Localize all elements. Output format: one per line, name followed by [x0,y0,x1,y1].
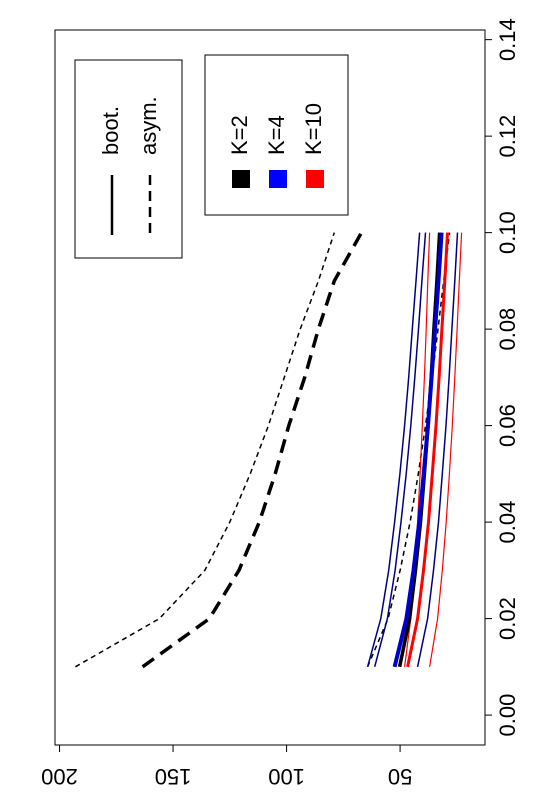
x-tick-label: 0.02 [495,597,520,640]
series-line [366,232,421,667]
legend-label: boot. [98,106,123,155]
legend-label: K=2 [227,115,252,155]
y-tick-label: 100 [268,764,305,789]
legend-box [74,59,183,259]
legend-label: K=10 [301,103,326,155]
y-tick-label: 50 [388,764,412,789]
legend-label: asym. [136,96,161,155]
legend-swatch [306,170,324,188]
y-tick-label: 150 [155,764,192,789]
plot-frame [54,29,486,746]
legend-swatch [232,170,250,188]
legend-swatch [269,170,287,188]
y-tick-label: 200 [41,764,78,789]
x-tick-label: 0.04 [495,501,520,544]
series-line [416,232,459,667]
x-tick-label: 0.06 [495,404,520,447]
series-line [392,232,444,668]
x-tick-label: 0.00 [495,694,520,737]
series-line [373,232,427,667]
series-line [366,232,451,668]
x-tick-label: 0.10 [495,211,520,254]
legend-box [204,54,349,216]
series-line [141,231,364,669]
series-line [429,232,463,667]
x-tick-label: 0.08 [495,308,520,351]
series-line [75,232,336,668]
x-tick-label: 0.12 [495,115,520,158]
series-line [406,232,449,668]
x-tick-label: 0.14 [495,18,520,61]
legend-label: K=4 [264,115,289,155]
